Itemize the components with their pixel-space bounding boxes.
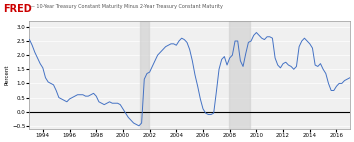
Text: — 10-Year Treasury Constant Maturity Minus 2-Year Treasury Constant Maturity: — 10-Year Treasury Constant Maturity Min… — [30, 4, 223, 9]
Bar — [139, 21, 149, 129]
Bar — [229, 21, 250, 129]
Text: FRED: FRED — [4, 4, 32, 14]
Y-axis label: Percent: Percent — [4, 65, 9, 85]
